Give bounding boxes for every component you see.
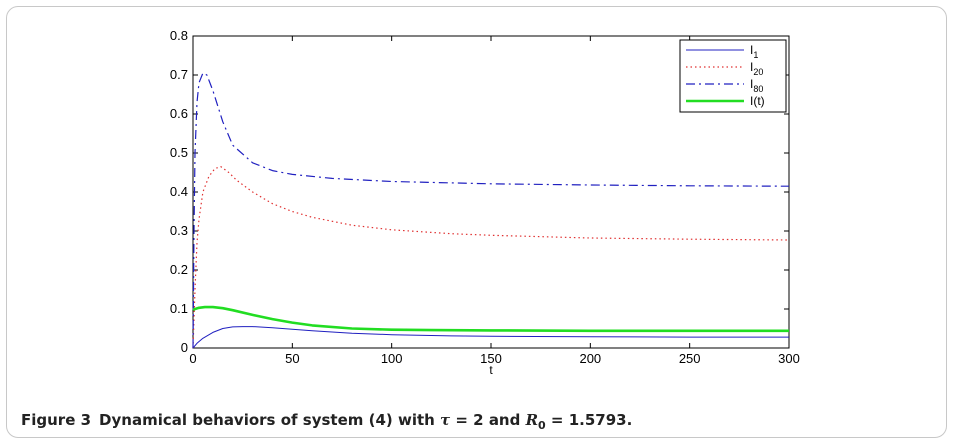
y-tick-label: 0.1 [170, 301, 188, 316]
y-tick-label: 0.3 [170, 223, 188, 238]
x-tick-label: 200 [579, 351, 601, 366]
legend-label-3: I(t) [750, 94, 765, 108]
x-tick-label: 50 [285, 351, 299, 366]
y-tick-label: 0.4 [170, 184, 188, 199]
caption-r-eq: = 1.5793. [545, 411, 633, 429]
x-tick-label: 300 [778, 351, 800, 366]
x-tick-label: 100 [381, 351, 403, 366]
x-tick-label: 150 [480, 351, 502, 366]
axes: 0 50 100 150 200 250 300 0 0.1 0.2 0.3 0.4 0.5 0.6 0.7… [170, 28, 800, 377]
series-line-3 [192, 305, 789, 333]
caption-pre: Dynamical behaviors of system (4) with [99, 411, 441, 429]
series-layer [192, 72, 790, 349]
caption-label: Figure 3 [21, 411, 92, 429]
caption-tau: τ [440, 411, 451, 429]
y-tick-label: 0.2 [170, 262, 188, 277]
series-line-1 [192, 166, 790, 349]
series-line-0 [192, 326, 789, 349]
figure-caption: Figure 3 Dynamical behaviors of system (4… [21, 411, 632, 432]
caption-r: R [525, 411, 539, 429]
series-line-2 [192, 72, 790, 349]
caption-r-sub: 0 [538, 419, 546, 432]
y-tick-label: 0.8 [170, 28, 188, 43]
caption-text: Dynamical behaviors of system (4) with τ… [99, 411, 633, 432]
caption-tau-eq: = 2 and [450, 411, 526, 429]
x-tick-label: 0 [189, 351, 196, 366]
legend-label-0: I1 [750, 43, 758, 60]
y-tick-label: 0.6 [170, 106, 188, 121]
legend-label-2: I80 [750, 77, 763, 94]
x-tick-label: 250 [679, 351, 701, 366]
y-tick-label: 0.5 [170, 145, 188, 160]
legend-label-1: I20 [750, 60, 763, 77]
x-axis-label: t [489, 363, 493, 377]
y-tick-label: 0.7 [170, 67, 188, 82]
y-tick-label: 0 [181, 340, 188, 355]
figure-frame [6, 6, 947, 438]
